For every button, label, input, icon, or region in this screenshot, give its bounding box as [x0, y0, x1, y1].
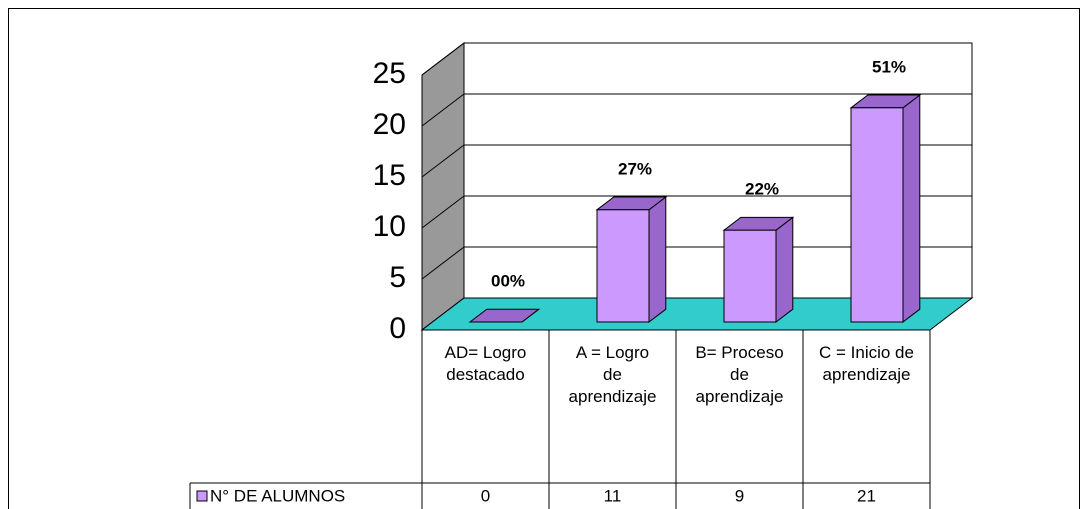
bar — [596, 209, 650, 323]
grid-line — [421, 42, 465, 76]
y-tick-label: 5 — [389, 261, 406, 294]
x-tick-label: AD= Logro destacado — [444, 343, 527, 384]
data-label: 00% — [491, 271, 525, 290]
data-label: 51% — [872, 57, 906, 76]
bar-side — [648, 195, 667, 324]
grid-line — [421, 246, 465, 280]
y-tick-label: 25 — [373, 57, 406, 90]
side-wall — [421, 41, 465, 332]
legend-label: N° DE ALUMNOS — [210, 486, 345, 505]
chart-border — [8, 8, 1080, 509]
y-tick-label: 0 — [389, 312, 406, 345]
bar-top — [468, 308, 541, 323]
y-tick-label: 20 — [373, 108, 406, 141]
x-tick-label: A = Logro de aprendizaje — [568, 343, 657, 406]
grid-line — [421, 195, 465, 229]
bar-side — [902, 93, 921, 324]
legend-key — [196, 490, 208, 502]
data-label: 22% — [745, 180, 779, 199]
floor — [420, 297, 974, 331]
table-value: 21 — [857, 486, 876, 505]
bar — [723, 229, 777, 323]
bar — [850, 107, 904, 323]
x-tick-label: C = Inicio de aprendizaje — [819, 343, 914, 384]
table-value: 11 — [604, 486, 622, 505]
y-tick-label: 10 — [373, 210, 406, 243]
grid-line — [421, 144, 465, 178]
table-value: 9 — [735, 486, 744, 505]
x-tick-label: B= Proceso de aprendizaje — [695, 343, 784, 406]
data-label: 27% — [618, 159, 652, 178]
bar-side — [775, 216, 794, 324]
grid-line — [421, 93, 465, 127]
table-value: 0 — [481, 486, 490, 505]
y-tick-label: 15 — [373, 159, 406, 192]
